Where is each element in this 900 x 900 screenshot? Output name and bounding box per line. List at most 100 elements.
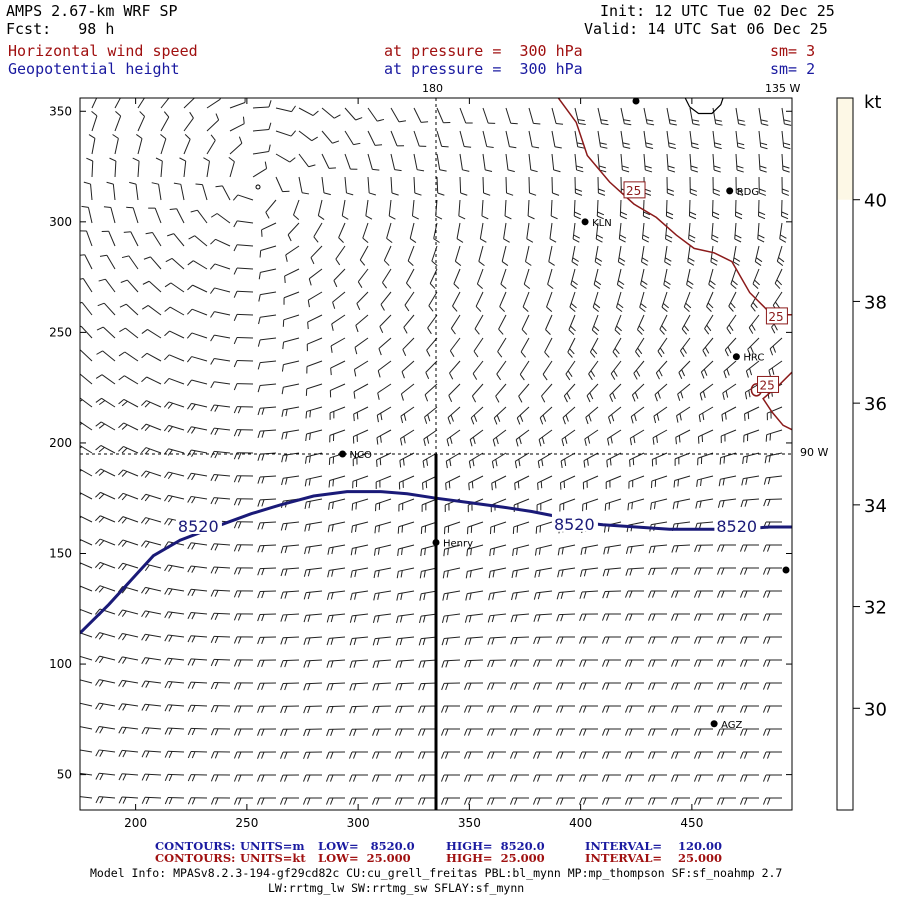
init-time: Init: 12 UTC Tue 02 Dec 25 xyxy=(600,2,835,20)
wind-barb xyxy=(679,337,691,358)
wind-barb xyxy=(704,314,714,335)
field-1-smooth: sm= 3 xyxy=(770,42,816,60)
wind-barb xyxy=(582,475,599,490)
wind-barb xyxy=(118,469,139,477)
wind-barb xyxy=(210,774,231,782)
wind-barb xyxy=(164,354,185,362)
wind-barb xyxy=(80,796,93,799)
wind-barb xyxy=(352,429,369,444)
wind-barb xyxy=(298,107,319,116)
wind-barb xyxy=(349,613,369,623)
wind-barb xyxy=(395,659,415,669)
wind-barb xyxy=(187,727,208,736)
station-dot xyxy=(581,218,589,226)
wind-barb xyxy=(642,199,651,220)
wind-barb xyxy=(353,360,369,377)
wind-barb xyxy=(456,222,464,243)
wind-barb xyxy=(486,705,506,713)
wind-barb xyxy=(441,659,461,668)
wind-barb xyxy=(280,728,300,737)
y-tick-label: 350 xyxy=(49,104,72,118)
wind-barb xyxy=(417,728,437,736)
wind-barb xyxy=(118,749,139,758)
wind-barb xyxy=(633,360,645,380)
wind-barb xyxy=(373,567,392,579)
wind-barb xyxy=(257,429,277,439)
wind-barb xyxy=(330,360,346,376)
wind-barb xyxy=(700,360,714,379)
wind-barb xyxy=(123,231,139,247)
wind-barb xyxy=(693,728,713,736)
wind-barb xyxy=(650,498,668,510)
wind-barb xyxy=(210,427,231,436)
wind-barb xyxy=(532,751,552,759)
height-contour-label: 8520 xyxy=(178,517,219,536)
wind-barb xyxy=(654,383,668,402)
wind-barb xyxy=(350,567,369,578)
wind-barb xyxy=(351,521,369,533)
wind-barb xyxy=(657,337,668,358)
wind-barb xyxy=(781,153,790,173)
wind-barb xyxy=(465,590,484,601)
model-info-physics: LW:rrtmg_lw SW:rrtmg_sw SFLAY:sf_mynn xyxy=(268,881,525,895)
wind-barb xyxy=(187,449,208,457)
wind-barb xyxy=(210,751,231,759)
wind-barb xyxy=(210,589,231,597)
wind-contour-label: 25 xyxy=(760,378,775,392)
wind-barb xyxy=(716,590,736,598)
wind-barb xyxy=(418,682,438,691)
wind-barb xyxy=(555,751,575,759)
wind-barb xyxy=(532,728,552,736)
wind-barb xyxy=(473,337,484,358)
wind-barb xyxy=(229,98,246,109)
wind-barb xyxy=(233,636,254,644)
wind-barb xyxy=(706,291,714,312)
wind-barb xyxy=(522,291,530,313)
wind-barb xyxy=(233,360,254,368)
wind-barb xyxy=(528,130,540,149)
wind-barb xyxy=(453,268,461,289)
wind-barb xyxy=(610,360,622,380)
wind-barb xyxy=(188,235,208,247)
wind-barb xyxy=(357,268,369,288)
wind-barb xyxy=(326,590,346,600)
wind-barb xyxy=(428,291,438,312)
wind-barb xyxy=(141,376,162,385)
height-contour-label: 8520 xyxy=(716,517,757,536)
wind-barb xyxy=(404,291,415,312)
wind-barb xyxy=(379,314,392,334)
wind-barb xyxy=(120,279,139,293)
wind-barb xyxy=(520,337,530,358)
wind-barb xyxy=(375,475,392,489)
wind-barb xyxy=(257,613,277,622)
wind-barb xyxy=(344,153,358,170)
wind-barb xyxy=(306,360,323,374)
wind-barb xyxy=(493,406,507,425)
wind-barb xyxy=(95,445,116,454)
wind-barb xyxy=(257,475,277,484)
wind-contour-line xyxy=(762,371,792,431)
wind-barb xyxy=(141,680,162,688)
wind-barb xyxy=(303,636,323,645)
wind-barb xyxy=(367,176,376,196)
wind-barb xyxy=(325,774,345,782)
wind-barb xyxy=(96,350,116,362)
wind-barb xyxy=(628,475,645,489)
wind-barb xyxy=(206,113,220,132)
wind-barb xyxy=(233,774,254,782)
wind-barb xyxy=(210,497,231,505)
colorbar-tick-label: 30 xyxy=(864,699,887,720)
wind-barb xyxy=(331,314,346,331)
wind-barb xyxy=(187,658,208,666)
wind-barb xyxy=(350,590,369,601)
wind-barb xyxy=(559,475,576,490)
wind-barb xyxy=(693,774,713,782)
wind-barb xyxy=(509,682,529,690)
wind-barb xyxy=(505,176,514,196)
wind-barb xyxy=(716,774,736,782)
wind-barb xyxy=(373,590,392,601)
wind-barb xyxy=(164,471,185,480)
wind-barb xyxy=(643,153,653,173)
wind-barb xyxy=(452,291,461,312)
wind-barb xyxy=(233,521,254,529)
